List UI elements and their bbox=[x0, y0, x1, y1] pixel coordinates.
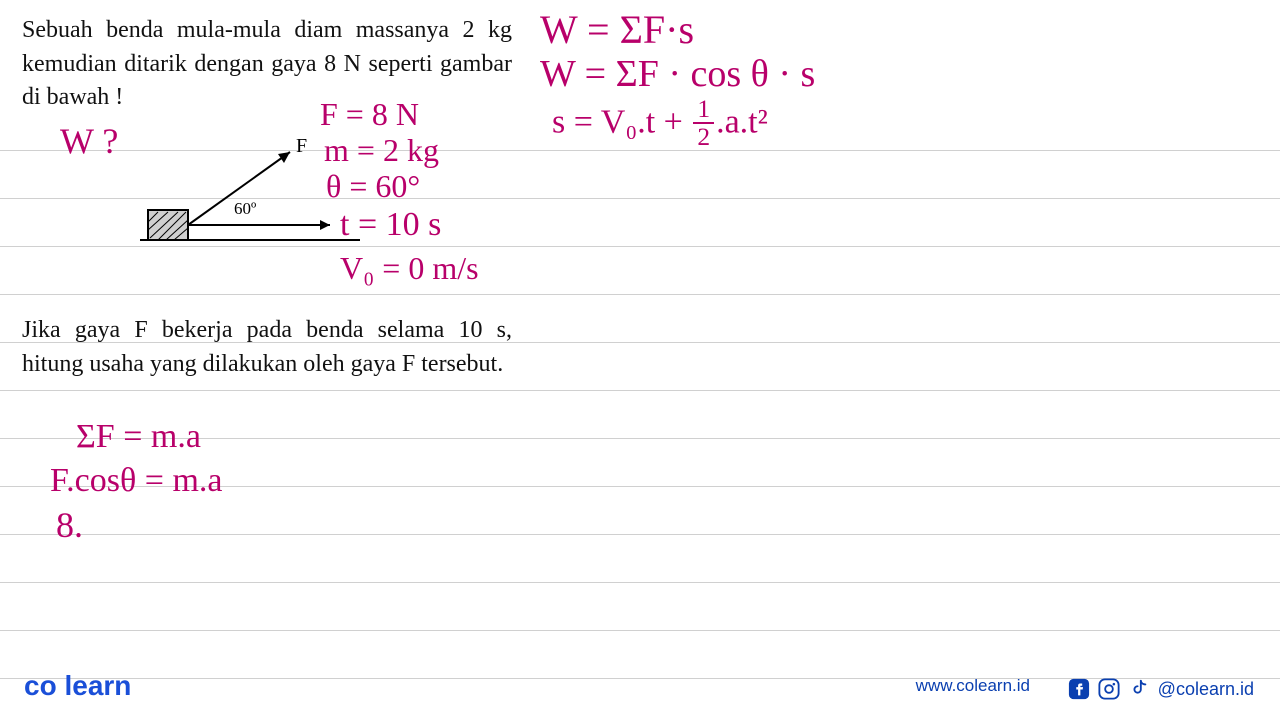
hand-eight: 8. bbox=[56, 504, 83, 546]
social-icons: @colearn.id bbox=[1068, 678, 1254, 700]
problem-paragraph-2: Jika gaya F bekerja pada benda selama 10… bbox=[22, 314, 512, 381]
hand-W-formula-2: W = ΣF · cos θ · s bbox=[540, 52, 815, 96]
facebook-icon bbox=[1068, 678, 1090, 700]
social-handle: @colearn.id bbox=[1158, 679, 1254, 700]
hand-s-rhs: .a.t² bbox=[716, 103, 768, 140]
hand-W-formula-1: W = ΣF·s bbox=[540, 6, 694, 53]
hand-F-eq: F = 8 N bbox=[320, 96, 419, 133]
instagram-icon bbox=[1098, 678, 1120, 700]
hand-theta-eq: θ = 60° bbox=[326, 168, 420, 205]
hand-s-fraction: 12 bbox=[693, 96, 714, 149]
problem-paragraph-1: Sebuah benda mula-mula diam massanya 2 k… bbox=[22, 14, 512, 115]
angle-label: 60º bbox=[234, 199, 256, 218]
hand-Fcos-eq: F.cosθ = m.a bbox=[50, 462, 223, 500]
tiktok-icon bbox=[1128, 678, 1150, 700]
hand-t-eq: t = 10 s bbox=[340, 206, 441, 244]
brand-logo: co learn bbox=[24, 670, 131, 702]
hand-W-question: W ? bbox=[60, 120, 118, 162]
footer-url: www.colearn.id bbox=[916, 676, 1030, 696]
hand-sumF-eq: ΣF = m.a bbox=[76, 418, 201, 456]
footer: co learn www.colearn.id @colearn.id bbox=[0, 662, 1280, 702]
hand-v0-eq: V₀ = 0 m/s bbox=[340, 250, 479, 287]
hand-s-lhs: s = V₀.t + bbox=[552, 103, 691, 140]
hand-m-eq: m = 2 kg bbox=[324, 132, 439, 169]
force-label: F bbox=[296, 135, 307, 157]
brand-learn: learn bbox=[64, 670, 131, 701]
hand-s-formula: s = V₀.t + 12.a.t² bbox=[552, 98, 768, 151]
brand-co: co bbox=[24, 670, 57, 701]
